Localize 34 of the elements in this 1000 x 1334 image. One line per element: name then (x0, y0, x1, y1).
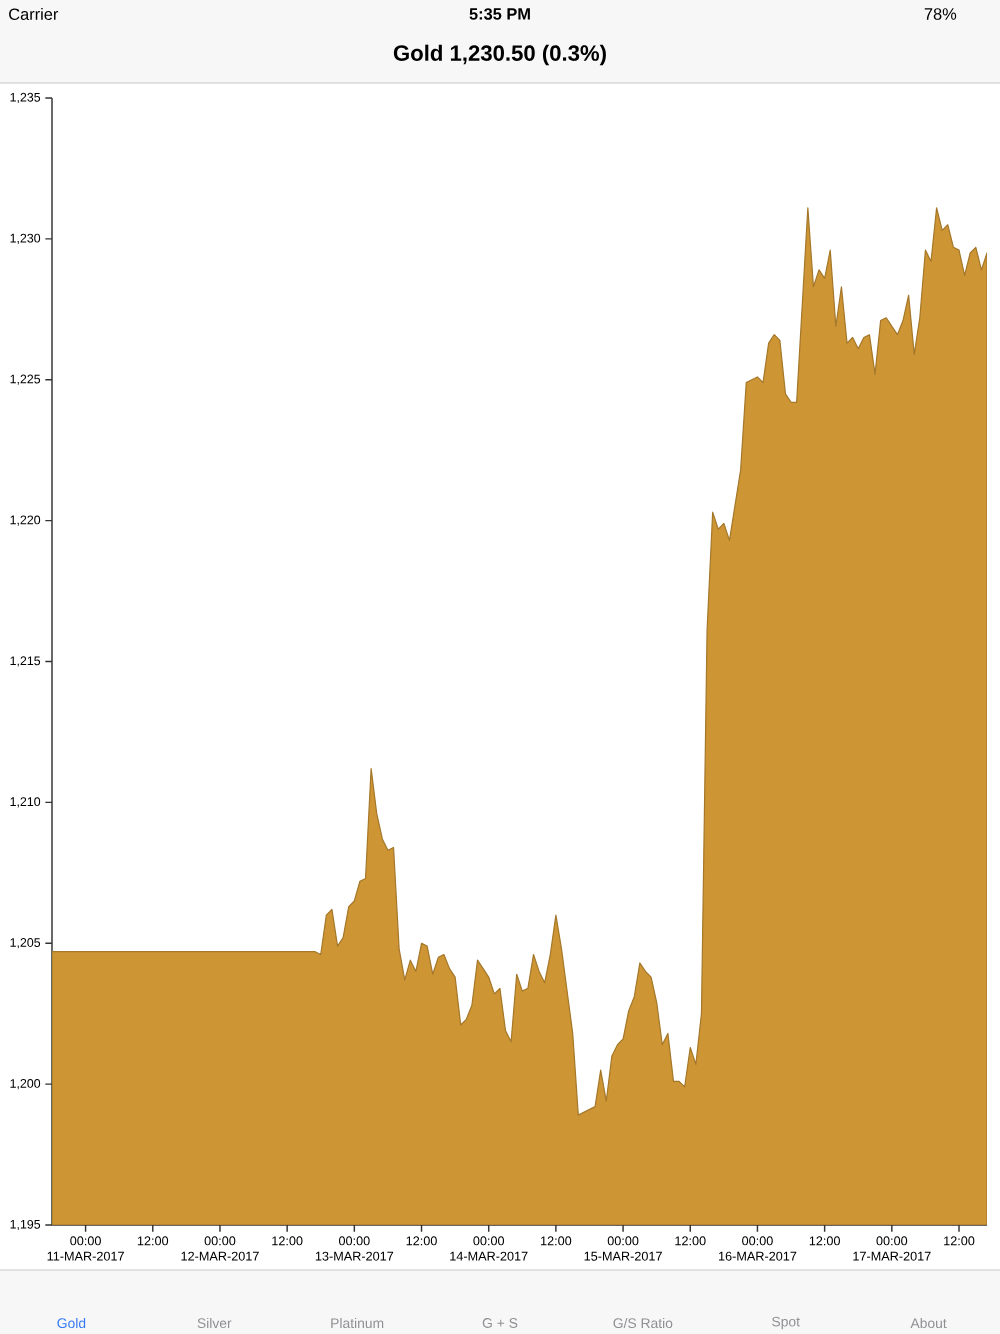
x-tick-label: 12:00 (675, 1236, 706, 1246)
text: About (910, 1317, 947, 1329)
x-tick-label: 00:00 17-MAR-2017 (853, 1236, 931, 1261)
x-tick-label: 00:00 16-MAR-2017 (718, 1236, 797, 1261)
x-tick-label: 12:00 (406, 1236, 437, 1246)
y-tick-label: 1,215 (10, 656, 41, 667)
x-tick-label: 12:00 (137, 1236, 169, 1246)
x-tick-label: 00:00 12-MAR-2017 (181, 1236, 259, 1261)
text: Platinum (331, 1317, 384, 1329)
x-tick-label: 00:00 13-MAR-2017 (315, 1236, 394, 1261)
text: G + S (482, 1318, 518, 1328)
x-tick-label: 00:00 14-MAR-2017 (450, 1236, 528, 1261)
x-tick-label: 12:00 (809, 1236, 840, 1246)
x-tick-label: 12:00 (944, 1236, 975, 1246)
x-tick-label: 12:00 (272, 1236, 303, 1246)
text: Spot (772, 1316, 800, 1330)
text: Carrier (9, 7, 59, 21)
x-tick-label: 12:00 (541, 1236, 572, 1246)
x-tick-label: 00:00 15-MAR-2017 (584, 1236, 662, 1261)
text: G/S Ratio (613, 1317, 673, 1329)
y-tick-label: 1,195 (10, 1219, 41, 1231)
text: Silver (197, 1317, 232, 1329)
y-tick-label: 1,225 (10, 374, 41, 385)
x-tick-label: 00:00 11-MAR-2017 (47, 1236, 124, 1261)
y-tick-label: 1,220 (10, 515, 41, 526)
y-tick-label: 1,200 (10, 1079, 41, 1090)
y-tick-label: 1,230 (10, 233, 41, 244)
text: 78% (924, 8, 957, 20)
chart-title: Gold 1,230.50 (0.3%) (393, 44, 606, 66)
y-tick-label: 1,235 (10, 92, 41, 104)
text: Gold (57, 1317, 86, 1329)
y-tick-label: 1,205 (10, 938, 41, 949)
y-tick-label: 1,210 (10, 797, 41, 808)
text: 5:35 PM (469, 8, 530, 20)
